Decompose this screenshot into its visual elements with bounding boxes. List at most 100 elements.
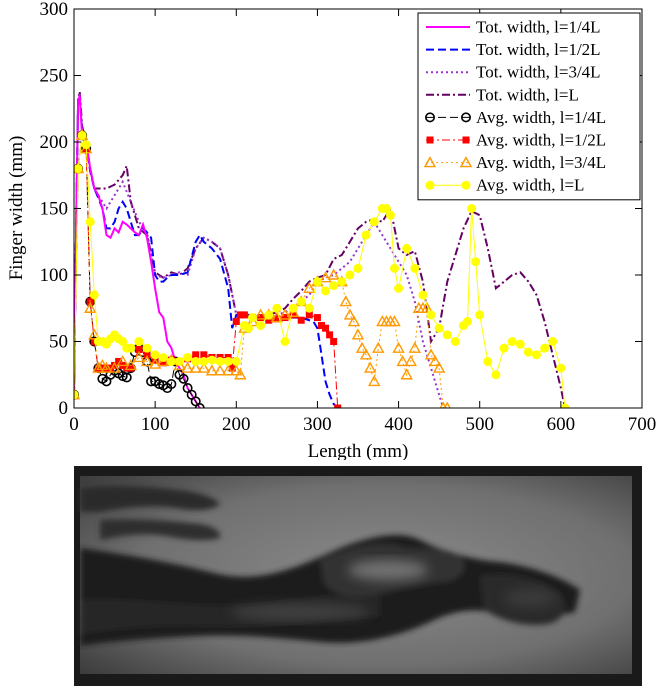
data-point	[330, 338, 338, 345]
data-point	[304, 303, 314, 313]
data-point	[394, 283, 404, 293]
legend-label: Tot. width, l=3/4L	[476, 63, 601, 82]
data-point	[124, 358, 137, 371]
data-point	[140, 355, 154, 367]
data-point	[317, 322, 325, 330]
legend-box	[417, 12, 641, 201]
data-point	[230, 364, 243, 376]
y-axis-title: Finger width (mm)	[6, 136, 27, 281]
data-point	[499, 343, 509, 353]
data-point	[281, 314, 289, 322]
fingering-highlights	[230, 560, 556, 620]
data-point	[191, 356, 201, 366]
legend-swatch-marker	[425, 180, 435, 190]
data-point	[396, 355, 409, 367]
data-point	[369, 217, 379, 227]
data-point	[199, 356, 209, 366]
tick-layer: 0 100 200 300 400 500 600 700 0 50 100 150 200 250 300	[40, 0, 657, 435]
y-tick-label: 150	[40, 199, 69, 220]
data-point	[143, 351, 151, 359]
data-point	[213, 364, 227, 376]
data-point	[351, 328, 365, 340]
data-point	[319, 271, 332, 283]
legend-swatch-marker	[459, 156, 473, 168]
y-tick-label: 200	[40, 132, 69, 153]
data-point	[408, 341, 421, 353]
data-point	[428, 355, 442, 367]
data-point	[471, 257, 481, 267]
data-point	[392, 341, 405, 353]
data-point	[200, 351, 208, 359]
legend: Tot. width, l=1/4L Tot. width, l=1/2L Tot.…	[417, 12, 641, 201]
legend-swatch-marker	[461, 180, 471, 190]
legend-label: Tot. width, l=1/2L	[476, 40, 601, 59]
data-point	[329, 281, 339, 291]
x-tick-label: 700	[628, 414, 657, 435]
data-point	[278, 308, 292, 320]
y-tick-label: 250	[40, 66, 69, 87]
data-point	[248, 313, 258, 323]
data-point	[88, 328, 101, 340]
data-point	[442, 330, 452, 340]
data-point	[353, 263, 363, 273]
data-point	[192, 351, 200, 359]
data-point	[134, 337, 144, 346]
data-point	[272, 303, 282, 313]
data-point	[107, 364, 115, 372]
y-tick-label: 50	[49, 332, 68, 353]
data-point	[89, 290, 99, 300]
data-point	[132, 351, 146, 363]
data-point	[361, 230, 371, 240]
data-point	[108, 361, 121, 373]
data-point	[347, 315, 361, 327]
series-4	[74, 91, 566, 408]
legend-label: Tot. width, l=1/4L	[476, 18, 601, 37]
data-point	[228, 364, 236, 372]
x-tick-label: 400	[384, 414, 413, 435]
data-point	[84, 301, 97, 313]
data-point	[515, 339, 525, 349]
data-point	[223, 356, 233, 366]
data-point	[560, 403, 570, 408]
data-point	[410, 263, 420, 273]
data-point	[121, 372, 132, 383]
data-point	[166, 379, 177, 390]
series-layer	[74, 91, 570, 408]
data-point	[355, 341, 369, 353]
data-point	[240, 311, 248, 319]
series-line	[74, 93, 445, 408]
data-point	[312, 277, 322, 287]
data-point	[236, 311, 244, 319]
data-point	[321, 286, 331, 296]
data-point	[424, 348, 438, 360]
data-point	[116, 355, 129, 367]
data-point	[243, 323, 253, 333]
legend-label: Avg. width, l=L	[476, 176, 584, 195]
data-point	[345, 270, 355, 280]
data-point	[556, 363, 566, 373]
fingering-pattern	[80, 485, 580, 646]
data-point	[326, 331, 334, 339]
legend-item: Avg. width, l=L	[425, 176, 584, 195]
data-point	[126, 343, 136, 353]
legend-label: Avg. width, l=1/4L	[476, 108, 606, 127]
data-point	[404, 355, 417, 367]
photo-frame	[74, 466, 642, 686]
series-line	[74, 91, 566, 408]
y-tick-label: 100	[40, 265, 69, 286]
data-point	[98, 364, 106, 372]
data-point	[221, 364, 235, 376]
data-point	[77, 130, 87, 140]
legend-item: Avg. width, l=3/4L	[423, 153, 606, 172]
data-point	[339, 295, 353, 307]
series-3	[74, 93, 445, 408]
data-point	[280, 337, 290, 346]
data-point	[450, 337, 460, 346]
finger-width-chart: 0 100 200 300 400 500 600 700 0 50 100 150 200 250 300…	[6, 0, 657, 460]
data-point	[327, 268, 340, 280]
data-point	[273, 315, 281, 323]
data-point	[74, 164, 83, 174]
data-point	[467, 204, 477, 213]
legend-item: Avg. width, l=1/4L	[424, 108, 606, 127]
data-point	[158, 352, 168, 362]
